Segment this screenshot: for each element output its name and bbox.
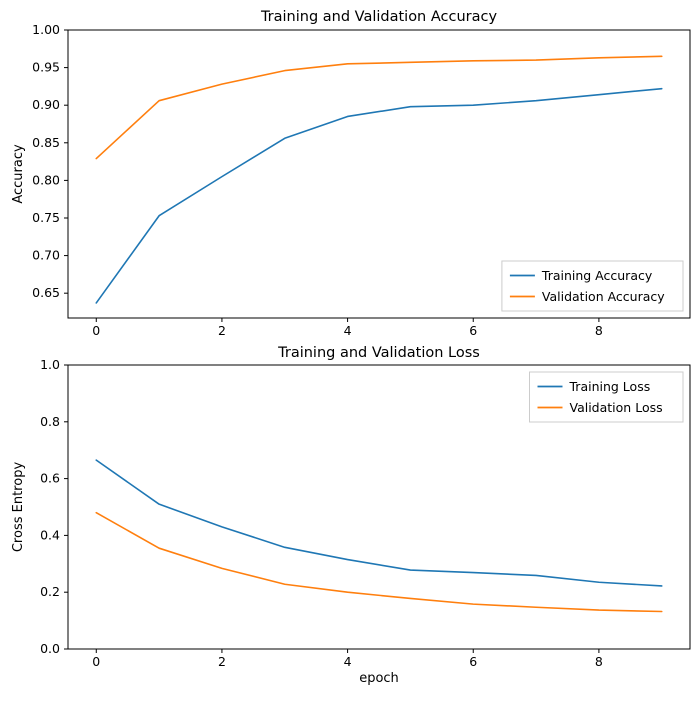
x-tick-label: 4 xyxy=(344,654,352,669)
y-tick-label: 0.4 xyxy=(40,527,60,542)
y-tick-label: 0.2 xyxy=(40,584,60,599)
y-tick-label: 0.65 xyxy=(32,285,60,300)
legend-label: Training Accuracy xyxy=(541,268,653,283)
y-tick-label: 1.00 xyxy=(32,22,60,37)
legend-box xyxy=(529,371,684,423)
legend-box xyxy=(501,260,684,312)
x-tick-label: 6 xyxy=(469,654,477,669)
training-accuracy-line xyxy=(95,87,663,304)
x-tick-label: 0 xyxy=(92,654,100,669)
plot-frame xyxy=(67,29,691,319)
loss-chart: Training and Validation Loss 0.0 0.2 0.4 0.6… xyxy=(11,345,691,686)
x-tick-label: 8 xyxy=(595,654,603,669)
legend: Training Accuracy Validation Accuracy xyxy=(501,260,684,312)
y-tick-label: 0.95 xyxy=(32,60,60,75)
x-tick-label: 4 xyxy=(344,323,352,338)
accuracy-chart: Training and Validation Accuracy 0.65 0.70… xyxy=(11,9,691,338)
legend-label: Validation Accuracy xyxy=(542,289,665,304)
x-axis-label: epoch xyxy=(359,671,399,686)
y-axis-label: Accuracy xyxy=(11,144,26,204)
chart-title: Training and Validation Loss xyxy=(277,345,480,361)
y-tick-label: 0.8 xyxy=(40,414,60,429)
x-tick-label: 8 xyxy=(595,323,603,338)
legend-label: Training Loss xyxy=(569,379,651,394)
validation-loss-line xyxy=(95,511,663,613)
y-tick-label: 1.0 xyxy=(40,357,60,372)
plot-frame xyxy=(67,364,691,650)
x-tick-label: 2 xyxy=(218,323,226,338)
y-tick-label: 0.75 xyxy=(32,210,60,225)
y-tick-label: 0.6 xyxy=(40,471,60,486)
y-tick-label: 0.70 xyxy=(32,248,60,263)
x-tick-label: 2 xyxy=(218,654,226,669)
x-tick-label: 6 xyxy=(469,323,477,338)
chart-title: Training and Validation Accuracy xyxy=(260,9,498,25)
legend-label: Validation Loss xyxy=(570,400,663,415)
y-tick-label: 0.85 xyxy=(32,135,60,150)
y-tick-label: 0.80 xyxy=(32,172,60,187)
legend: Training Loss Validation Loss xyxy=(529,371,684,423)
x-tick-label: 0 xyxy=(92,323,100,338)
y-tick-label: 0.90 xyxy=(32,97,60,112)
y-tick-label: 0.0 xyxy=(40,641,60,656)
validation-accuracy-line xyxy=(95,55,663,160)
y-axis-label: Cross Entropy xyxy=(11,462,26,553)
training-loss-line xyxy=(95,459,663,587)
